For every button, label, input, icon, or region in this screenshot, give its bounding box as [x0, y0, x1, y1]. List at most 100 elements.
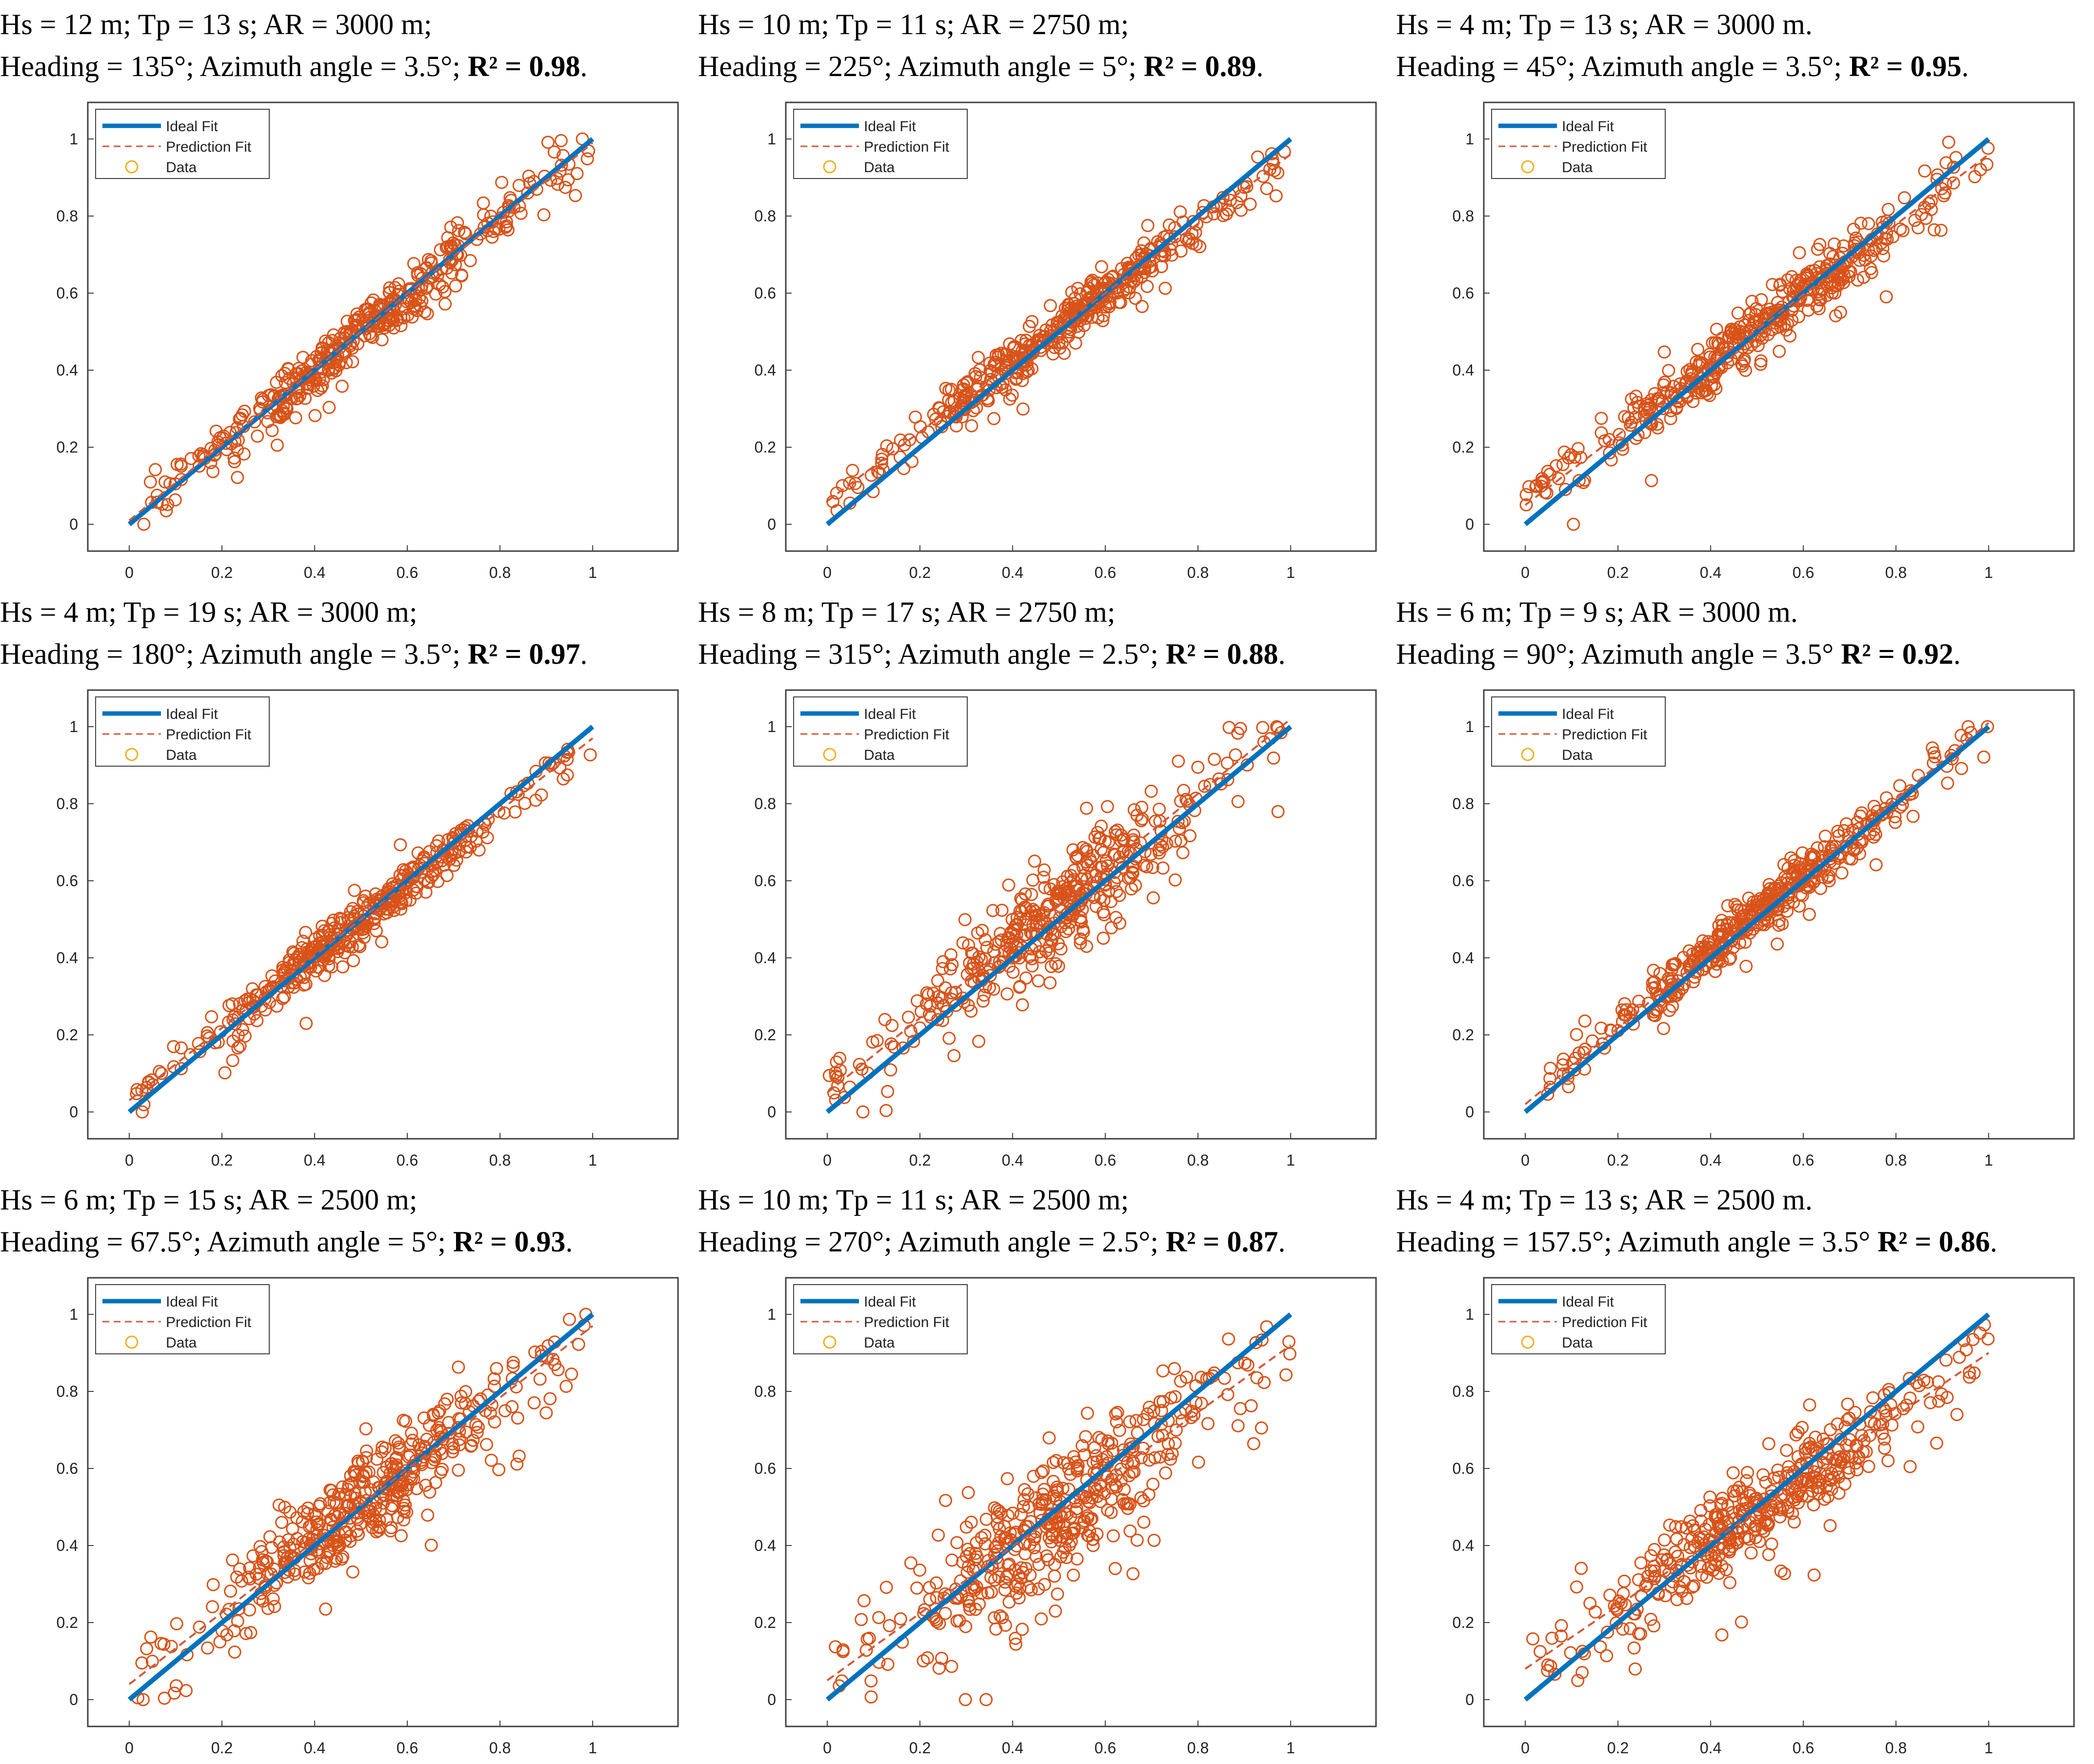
data-point [136, 1105, 149, 1119]
data-point [947, 1049, 961, 1063]
data-point [1600, 1649, 1614, 1663]
data-point [879, 1104, 893, 1117]
data-point [1813, 260, 1826, 274]
data-point [484, 1453, 498, 1467]
data-point [259, 980, 272, 993]
legend: Ideal Fit Prediction Fit Data [1491, 1284, 1666, 1354]
data-point [1029, 1491, 1042, 1505]
data-point [1818, 1492, 1831, 1506]
data-point [1244, 1399, 1258, 1412]
data-point [1040, 337, 1054, 350]
data-point [1738, 935, 1752, 949]
data-point [518, 796, 532, 810]
data-point [1875, 808, 1888, 822]
data-point [1715, 954, 1729, 968]
x-tick-label: 0 [823, 1739, 832, 1757]
r2-label: R² = 0.93 [453, 1226, 566, 1258]
data-point [455, 1396, 468, 1410]
data-point [1111, 1406, 1124, 1419]
caption-text: Heading = 225°; Azimuth angle = 5°; [698, 50, 1144, 82]
data-point [1025, 952, 1039, 966]
data-point [1626, 1003, 1639, 1017]
data-point [424, 254, 438, 268]
data-point [453, 1432, 466, 1446]
data-point [1615, 1596, 1628, 1610]
legend: Ideal Fit Prediction Fit Data [95, 696, 270, 767]
data-point [1538, 485, 1552, 499]
data-point [959, 1549, 973, 1563]
data-point [389, 1434, 402, 1447]
data-point [1555, 1629, 1568, 1643]
data-point [297, 971, 311, 984]
data-point [436, 1463, 449, 1476]
data-point [349, 1468, 362, 1482]
data-point [1583, 1597, 1597, 1610]
data-point [201, 1641, 214, 1655]
data-point [1620, 1003, 1633, 1016]
data-point [398, 1505, 411, 1518]
data-point [1250, 1371, 1264, 1385]
data-point [864, 1674, 878, 1688]
data-point [1732, 1514, 1746, 1528]
prediction-fit-line [1524, 722, 1990, 1105]
data-point [1918, 164, 1932, 178]
data-point [1757, 918, 1771, 932]
prediction-fit-line [1524, 154, 1990, 506]
data-point [444, 220, 458, 234]
data-point [1156, 861, 1170, 875]
data-point [296, 1535, 310, 1548]
data-point [429, 1450, 442, 1464]
data-point [293, 948, 306, 961]
data-point [1117, 832, 1131, 846]
data-point [1772, 914, 1786, 928]
chart-panel: Hs = 4 m; Tp = 19 s; AR = 3000 m; Heading… [0, 588, 698, 1175]
data-point [480, 1438, 493, 1451]
x-tick-label: 0.2 [211, 564, 233, 581]
data-point [1033, 945, 1046, 959]
data-point [562, 1312, 576, 1326]
data-point [175, 1041, 188, 1055]
data-point [1726, 1466, 1740, 1480]
data-point [1595, 1021, 1608, 1035]
x-tick-label: 1 [1286, 564, 1295, 581]
caption-text: Heading = 180°; Azimuth angle = 3.5°; [0, 638, 468, 670]
data-point [535, 788, 548, 802]
data-point [1004, 927, 1017, 940]
data-point [1556, 458, 1570, 471]
data-point [1126, 1567, 1140, 1581]
data-point [1857, 1434, 1871, 1447]
data-point [1730, 1533, 1743, 1546]
data-point [1541, 465, 1555, 478]
data-point [490, 1362, 503, 1375]
data-point [336, 960, 350, 973]
data-point [323, 1496, 337, 1509]
data-point [366, 331, 379, 344]
y-tick-label: 0.4 [57, 949, 78, 967]
data-point [1038, 881, 1052, 894]
data-point [1051, 1587, 1064, 1601]
data-point [1815, 1447, 1829, 1461]
data-point [1595, 412, 1608, 425]
data-point [1726, 1506, 1739, 1519]
data-point [1698, 384, 1712, 397]
x-tick-label: 0.2 [909, 564, 931, 581]
data-point [335, 379, 349, 393]
data-point [1014, 1571, 1028, 1585]
data-point [1156, 1428, 1169, 1442]
data-point [939, 1494, 952, 1507]
data-point [470, 1426, 484, 1439]
data-point [1829, 1463, 1843, 1477]
x-tick-label: 0.8 [489, 1739, 511, 1757]
legend-box [95, 1284, 270, 1354]
data-point [977, 994, 990, 1008]
data-point [1105, 1492, 1118, 1506]
caption-text: Heading = 315°; Azimuth angle = 2.5°; [698, 638, 1166, 670]
data-point [1877, 1432, 1891, 1446]
y-tick-label: 1 [1465, 1306, 1474, 1323]
data-point [1271, 805, 1285, 818]
data-point [206, 465, 220, 478]
x-tick-label: 0.2 [1607, 1739, 1629, 1757]
data-point [1074, 932, 1087, 946]
data-point [1813, 238, 1827, 251]
data-point [981, 394, 995, 408]
